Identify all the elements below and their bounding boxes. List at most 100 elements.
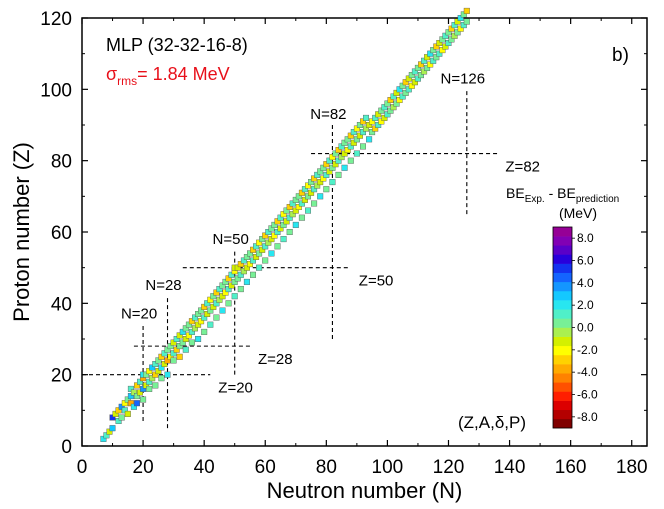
data-point [430,47,437,54]
data-point [347,157,354,164]
data-point [375,121,382,128]
data-point [341,164,348,171]
data-point [402,89,409,96]
data-point [323,186,330,193]
magic-label: Z=20 [218,380,253,397]
model-label: MLP (32-32-16-8) [106,35,248,55]
colorbar-segment [553,227,572,237]
data-point [136,378,143,385]
data-point [384,111,391,118]
colorbar-segment [553,345,572,356]
data-point [341,139,348,146]
data-point [219,307,226,314]
x-tick-label: 60 [255,457,276,478]
data-point [305,207,312,214]
data-point [237,286,244,293]
data-point [256,250,263,257]
data-point [222,289,229,296]
data-point [317,193,324,200]
data-point [463,7,470,14]
data-point [182,336,189,343]
data-point [195,336,202,343]
rms-label: σrms= 1.84 MeV [106,64,230,88]
data-point [353,150,360,157]
data-point [213,314,220,321]
y-tick-label: 40 [51,294,72,315]
data-point [280,236,287,243]
colorbar-segment [553,263,572,273]
data-point [265,228,272,235]
data-point [188,318,195,325]
data-point [298,214,305,221]
colorbar-title-sub1: Exp. [525,194,545,205]
data-point [249,257,256,264]
colorbar: 8.0 6.0 4.0 2.0 0.0 -2.0 -4.0 -6.0 -8.0 [552,226,598,429]
data-point [274,243,281,250]
data-point [457,14,464,21]
magic-number-labels: N=20 N=28 N=50 N=82 N=126 Z=20 Z=28 Z=50 Z=82 [121,70,540,396]
data-point [454,29,461,36]
data-point [182,346,189,353]
data-point [262,257,269,264]
data-point [448,25,455,32]
data-point [369,129,376,136]
colorbar-tick-label: 0.0 [577,321,594,335]
data-point [448,36,455,43]
data-point [335,146,342,153]
data-point [249,271,256,278]
data-point [378,118,385,125]
data-point [289,200,296,207]
data-point [124,410,131,417]
colorbar-title-mid: - BE [545,185,576,201]
data-point [384,100,391,107]
colorbar-tick-label: -2.0 [577,343,598,357]
data-point [198,318,205,325]
data-point [424,54,431,61]
data-point [418,61,425,68]
data-point [271,232,278,239]
data-point [109,414,116,421]
colorbar-segment [553,364,572,374]
data-point [341,150,348,157]
data-point [268,250,275,257]
colorbar-tick-label: -8.0 [577,410,598,424]
data-point [317,179,324,186]
colorbar-segment [553,272,572,283]
data-point [436,40,443,47]
colorbar-segment [553,245,572,255]
data-point [262,232,269,239]
data-point [363,114,370,121]
data-point [231,278,238,285]
data-point [283,218,290,225]
rms-subscript: rms [117,74,137,88]
data-point [243,278,250,285]
data-point [350,129,357,136]
data-point [329,164,336,171]
data-point [201,328,208,335]
colorbar-tick-label: 8.0 [577,231,594,245]
data-point [418,72,425,79]
data-point [366,136,373,143]
data-point [222,278,229,285]
data-point [243,264,250,271]
data-point [118,414,125,421]
data-points [100,7,470,442]
x-tick-label: 140 [494,457,526,478]
x-tick-label: 40 [194,457,215,478]
colorbar-segment [553,409,572,420]
magic-label: N=126 [440,70,485,87]
colorbar-segment [553,400,572,411]
data-point [335,157,342,164]
data-point [188,328,195,335]
data-point [152,382,159,389]
data-point [289,211,296,218]
data-point [182,325,189,332]
data-point [231,293,238,300]
data-point [207,321,214,328]
data-point [176,332,183,339]
data-point [454,18,461,25]
data-point [442,32,449,39]
data-point [237,271,244,278]
data-point [204,311,211,318]
